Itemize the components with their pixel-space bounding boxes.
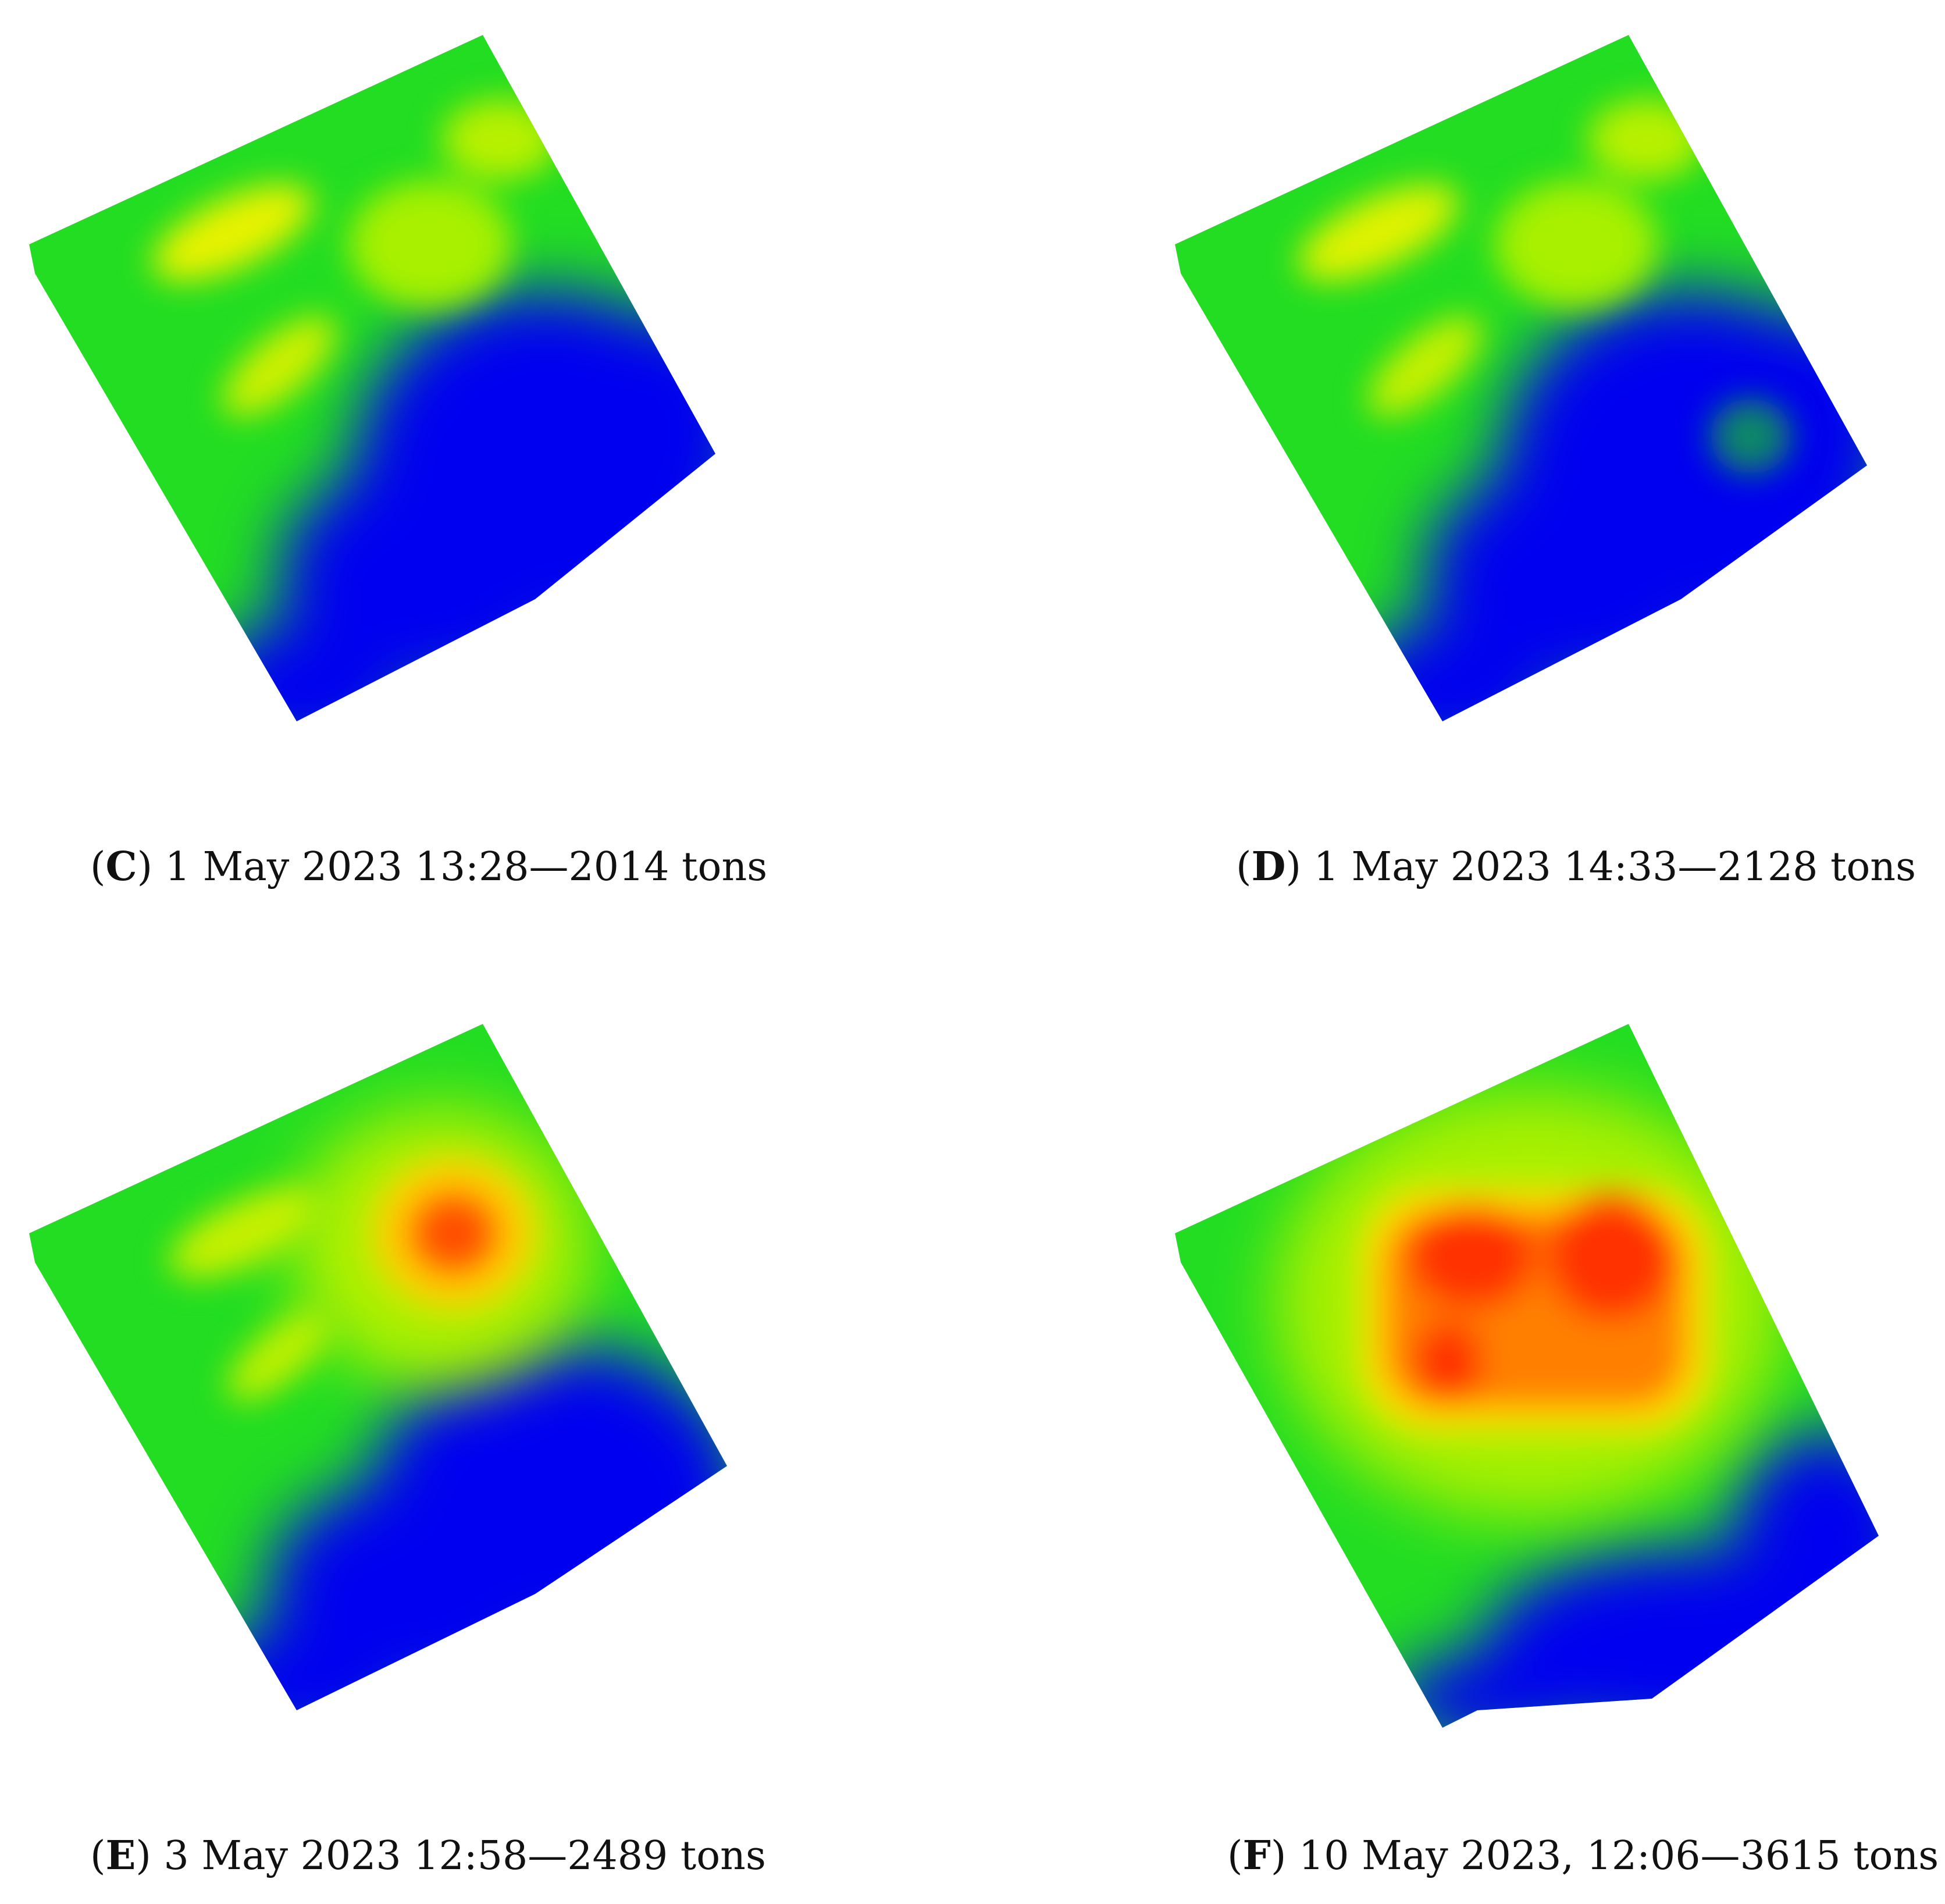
heightmap-d-image — [1175, 35, 1867, 721]
heightmap-f — [1169, 1012, 1902, 1745]
heightmap-c-image — [29, 35, 715, 721]
heightmap-e — [23, 1012, 756, 1745]
heightmap-d — [1169, 23, 1902, 756]
heightmap-e-image — [29, 1024, 727, 1710]
caption-c: (C) 1 May 2023 13:28—2014 tons — [90, 844, 768, 890]
heightmap-c — [23, 23, 756, 756]
heightmap-f-image — [1175, 1024, 1879, 1728]
caption-d: (D) 1 May 2023 14:33—2128 tons — [1236, 844, 1916, 890]
caption-f: (F) 10 May 2023, 12:06—3615 tons — [1227, 1832, 1939, 1879]
caption-e: (E) 3 May 2023 12:58—2489 tons — [90, 1832, 766, 1879]
